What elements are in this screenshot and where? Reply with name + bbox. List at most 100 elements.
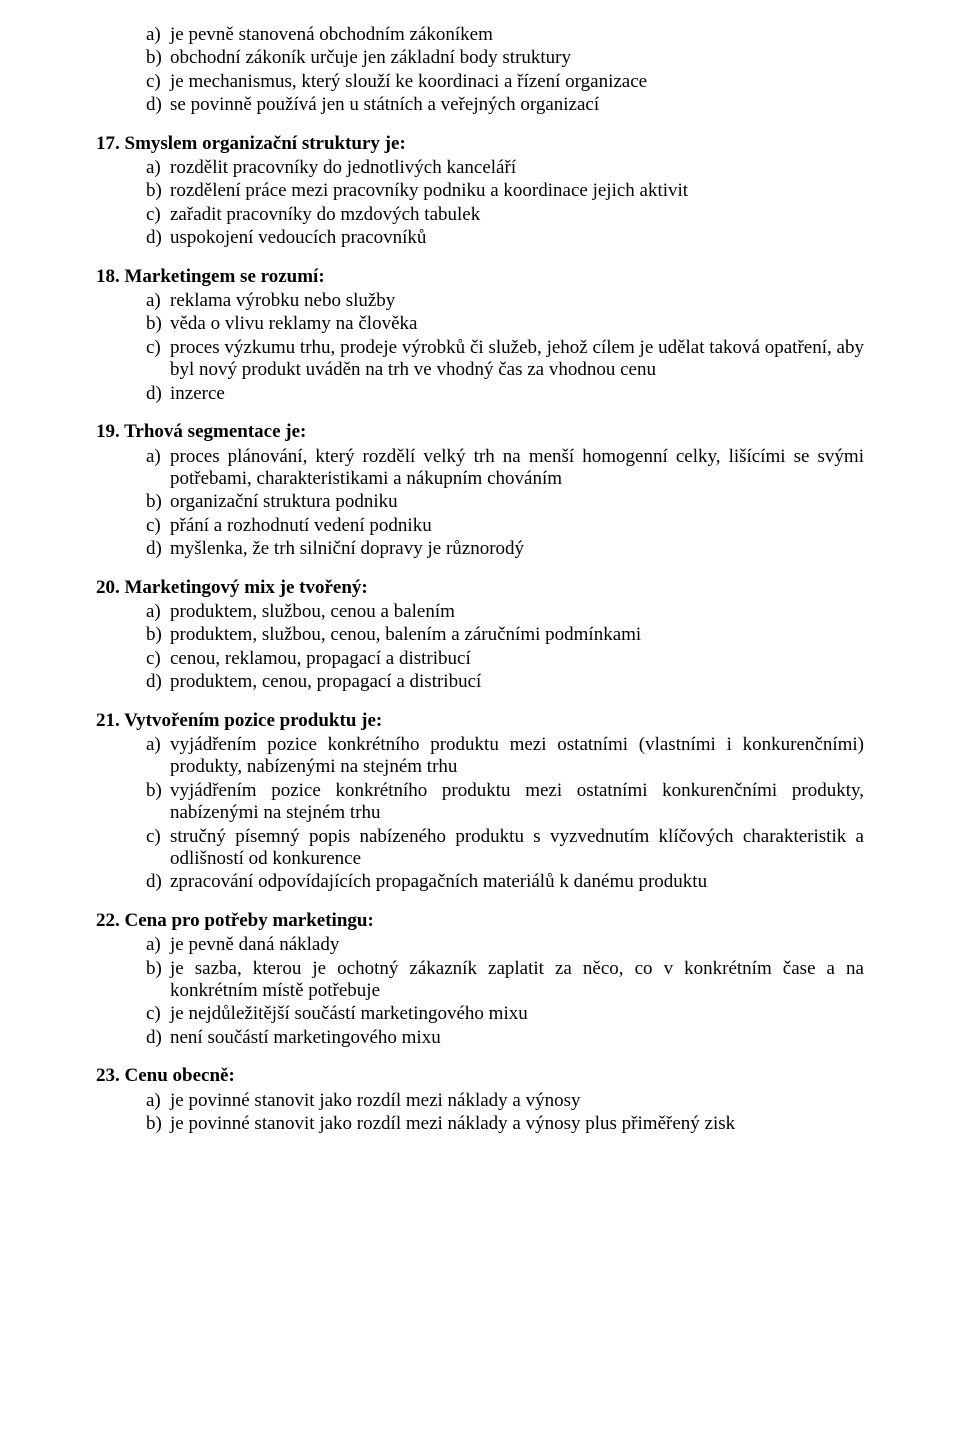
option-text: rozdělit pracovníky do jednotlivých kanc… <box>170 157 864 179</box>
option-letter: a) <box>146 1090 170 1112</box>
option-letter: c) <box>146 71 170 93</box>
option-d: d)inzerce <box>146 383 864 405</box>
option-text: proces plánování, který rozdělí velký tr… <box>170 446 864 491</box>
option-text: je pevně stanovená obchodním zákoníkem <box>170 24 864 46</box>
option-letter: c) <box>146 204 170 226</box>
option-list: a)je pevně daná náklady b)je sazba, kter… <box>96 934 864 1049</box>
option-b: b)obchodní zákoník určuje jen základní b… <box>146 47 864 69</box>
option-letter: d) <box>146 227 170 249</box>
question-21: 21. Vytvořením pozice produktu je: a)vyj… <box>96 710 864 894</box>
option-b: b)je povinné stanovit jako rozdíl mezi n… <box>146 1113 864 1135</box>
option-letter: d) <box>146 671 170 693</box>
option-letter: d) <box>146 1027 170 1049</box>
question-pre: a)je pevně stanovená obchodním zákoníkem… <box>96 24 864 117</box>
option-letter: c) <box>146 648 170 670</box>
option-a: a)rozdělit pracovníky do jednotlivých ka… <box>146 157 864 179</box>
option-a: a)proces plánování, který rozdělí velký … <box>146 446 864 491</box>
question-23: 23. Cenu obecně: a)je povinné stanovit j… <box>96 1065 864 1135</box>
option-list: a)vyjádřením pozice konkrétního produktu… <box>96 734 864 894</box>
option-d: d)myšlenka, že trh silniční dopravy je r… <box>146 538 864 560</box>
option-c: c)je nejdůležitější součástí marketingov… <box>146 1003 864 1025</box>
option-list: a)rozdělit pracovníky do jednotlivých ka… <box>96 157 864 250</box>
option-a: a)produktem, službou, cenou a balením <box>146 601 864 623</box>
option-list: a)je pevně stanovená obchodním zákoníkem… <box>96 24 864 117</box>
option-text: organizační struktura podniku <box>170 491 864 513</box>
option-letter: b) <box>146 491 170 513</box>
option-list: a)produktem, službou, cenou a balením b)… <box>96 601 864 694</box>
option-letter: d) <box>146 871 170 893</box>
option-b: b)organizační struktura podniku <box>146 491 864 513</box>
question-18: 18. Marketingem se rozumí: a)reklama výr… <box>96 266 864 405</box>
option-a: a)je pevně daná náklady <box>146 934 864 956</box>
option-letter: b) <box>146 958 170 1003</box>
option-b: b)je sazba, kterou je ochotný zákazník z… <box>146 958 864 1003</box>
question-title: 20. Marketingový mix je tvořený: <box>96 577 864 599</box>
option-a: a)vyjádřením pozice konkrétního produktu… <box>146 734 864 779</box>
option-letter: a) <box>146 601 170 623</box>
option-a: a)reklama výrobku nebo služby <box>146 290 864 312</box>
option-text: inzerce <box>170 383 864 405</box>
option-letter: b) <box>146 1113 170 1135</box>
option-letter: b) <box>146 313 170 335</box>
option-list: a)je povinné stanovit jako rozdíl mezi n… <box>96 1090 864 1136</box>
option-d: d)uspokojení vedoucích pracovníků <box>146 227 864 249</box>
option-a: a)je povinné stanovit jako rozdíl mezi n… <box>146 1090 864 1112</box>
option-letter: a) <box>146 290 170 312</box>
option-text: je mechanismus, který slouží ke koordina… <box>170 71 864 93</box>
question-title: 21. Vytvořením pozice produktu je: <box>96 710 864 732</box>
option-letter: c) <box>146 515 170 537</box>
option-text: vyjádřením pozice konkrétního produktu m… <box>170 734 864 779</box>
option-text: stručný písemný popis nabízeného produkt… <box>170 826 864 871</box>
option-text: je nejdůležitější součástí marketingovéh… <box>170 1003 864 1025</box>
option-c: c)je mechanismus, který slouží ke koordi… <box>146 71 864 93</box>
option-letter: d) <box>146 94 170 116</box>
option-d: d)produktem, cenou, propagací a distribu… <box>146 671 864 693</box>
option-text: není součástí marketingového mixu <box>170 1027 864 1049</box>
option-text: myšlenka, že trh silniční dopravy je růz… <box>170 538 864 560</box>
option-b: b)produktem, službou, cenou, balením a z… <box>146 624 864 646</box>
option-text: obchodní zákoník určuje jen základní bod… <box>170 47 864 69</box>
option-text: je sazba, kterou je ochotný zákazník zap… <box>170 958 864 1003</box>
question-22: 22. Cena pro potřeby marketingu: a)je pe… <box>96 910 864 1049</box>
question-title: 19. Trhová segmentace je: <box>96 421 864 443</box>
question-title: 23. Cenu obecně: <box>96 1065 864 1087</box>
question-19: 19. Trhová segmentace je: a)proces pláno… <box>96 421 864 560</box>
option-c: c)cenou, reklamou, propagací a distribuc… <box>146 648 864 670</box>
option-letter: c) <box>146 337 170 382</box>
question-17: 17. Smyslem organizační struktury je: a)… <box>96 133 864 250</box>
page: a)je pevně stanovená obchodním zákoníkem… <box>0 0 960 1450</box>
option-letter: c) <box>146 1003 170 1025</box>
option-letter: b) <box>146 180 170 202</box>
option-text: reklama výrobku nebo služby <box>170 290 864 312</box>
option-text: je pevně daná náklady <box>170 934 864 956</box>
option-text: produktem, službou, cenou, balením a zár… <box>170 624 864 646</box>
option-d: d)není součástí marketingového mixu <box>146 1027 864 1049</box>
option-text: je povinné stanovit jako rozdíl mezi nák… <box>170 1090 864 1112</box>
option-text: rozdělení práce mezi pracovníky podniku … <box>170 180 864 202</box>
option-list: a)proces plánování, který rozdělí velký … <box>96 446 864 561</box>
option-c: c)zařadit pracovníky do mzdových tabulek <box>146 204 864 226</box>
option-letter: d) <box>146 538 170 560</box>
option-letter: b) <box>146 780 170 825</box>
option-text: vyjádřením pozice konkrétního produktu m… <box>170 780 864 825</box>
option-letter: d) <box>146 383 170 405</box>
option-letter: b) <box>146 47 170 69</box>
question-20: 20. Marketingový mix je tvořený: a)produ… <box>96 577 864 694</box>
option-text: zařadit pracovníky do mzdových tabulek <box>170 204 864 226</box>
option-text: produktem, cenou, propagací a distribucí <box>170 671 864 693</box>
option-text: přání a rozhodnutí vedení podniku <box>170 515 864 537</box>
option-a: a)je pevně stanovená obchodním zákoníkem <box>146 24 864 46</box>
option-b: b)vyjádřením pozice konkrétního produktu… <box>146 780 864 825</box>
option-b: b)rozdělení práce mezi pracovníky podnik… <box>146 180 864 202</box>
question-title: 22. Cena pro potřeby marketingu: <box>96 910 864 932</box>
option-letter: a) <box>146 446 170 491</box>
option-text: proces výzkumu trhu, prodeje výrobků či … <box>170 337 864 382</box>
option-text: věda o vlivu reklamy na člověka <box>170 313 864 335</box>
option-letter: b) <box>146 624 170 646</box>
option-c: c)přání a rozhodnutí vedení podniku <box>146 515 864 537</box>
option-letter: a) <box>146 24 170 46</box>
question-title: 18. Marketingem se rozumí: <box>96 266 864 288</box>
option-text: produktem, službou, cenou a balením <box>170 601 864 623</box>
option-letter: a) <box>146 734 170 779</box>
option-letter: a) <box>146 157 170 179</box>
